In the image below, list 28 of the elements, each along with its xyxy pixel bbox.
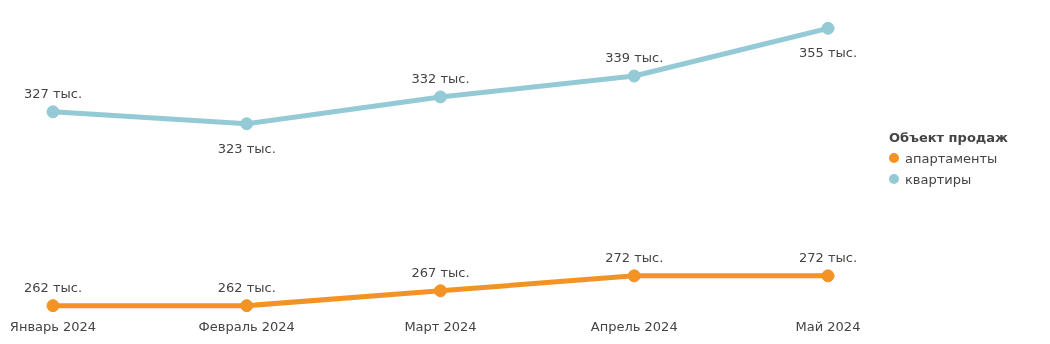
point bbox=[627, 269, 641, 283]
x-tick-label: Март 2024 bbox=[404, 319, 477, 335]
point bbox=[821, 269, 835, 283]
point bbox=[821, 21, 835, 35]
point bbox=[46, 105, 60, 119]
data-label: 262 тыс. bbox=[217, 279, 276, 295]
data-label: 355 тыс. bbox=[798, 45, 858, 61]
data-label: 327 тыс. bbox=[23, 85, 83, 101]
legend-label: квартиры bbox=[905, 171, 972, 187]
data-label: 323 тыс. bbox=[217, 140, 276, 156]
point bbox=[46, 299, 60, 313]
point bbox=[240, 117, 254, 131]
data-label: 272 тыс. bbox=[605, 249, 664, 265]
point bbox=[240, 299, 254, 313]
x-tick-label: Апрель 2024 bbox=[590, 319, 678, 335]
data-label: 339 тыс. bbox=[605, 50, 664, 66]
point bbox=[434, 90, 447, 104]
data-label: 272 тыс. bbox=[798, 249, 858, 265]
x-tick-label: Февраль 2024 bbox=[198, 319, 295, 335]
x-tick-label: Май 2024 bbox=[795, 319, 861, 335]
data-label: 262 тыс. bbox=[23, 279, 83, 295]
legend-title: Объект продаж bbox=[889, 129, 1010, 145]
point bbox=[627, 69, 641, 83]
data-label: 332 тыс. bbox=[411, 70, 470, 86]
x-tick-label: Январь 2024 bbox=[9, 319, 97, 335]
point bbox=[434, 284, 447, 298]
legend-label: апартаменты bbox=[905, 150, 998, 166]
data-label: 267 тыс. bbox=[411, 264, 470, 280]
